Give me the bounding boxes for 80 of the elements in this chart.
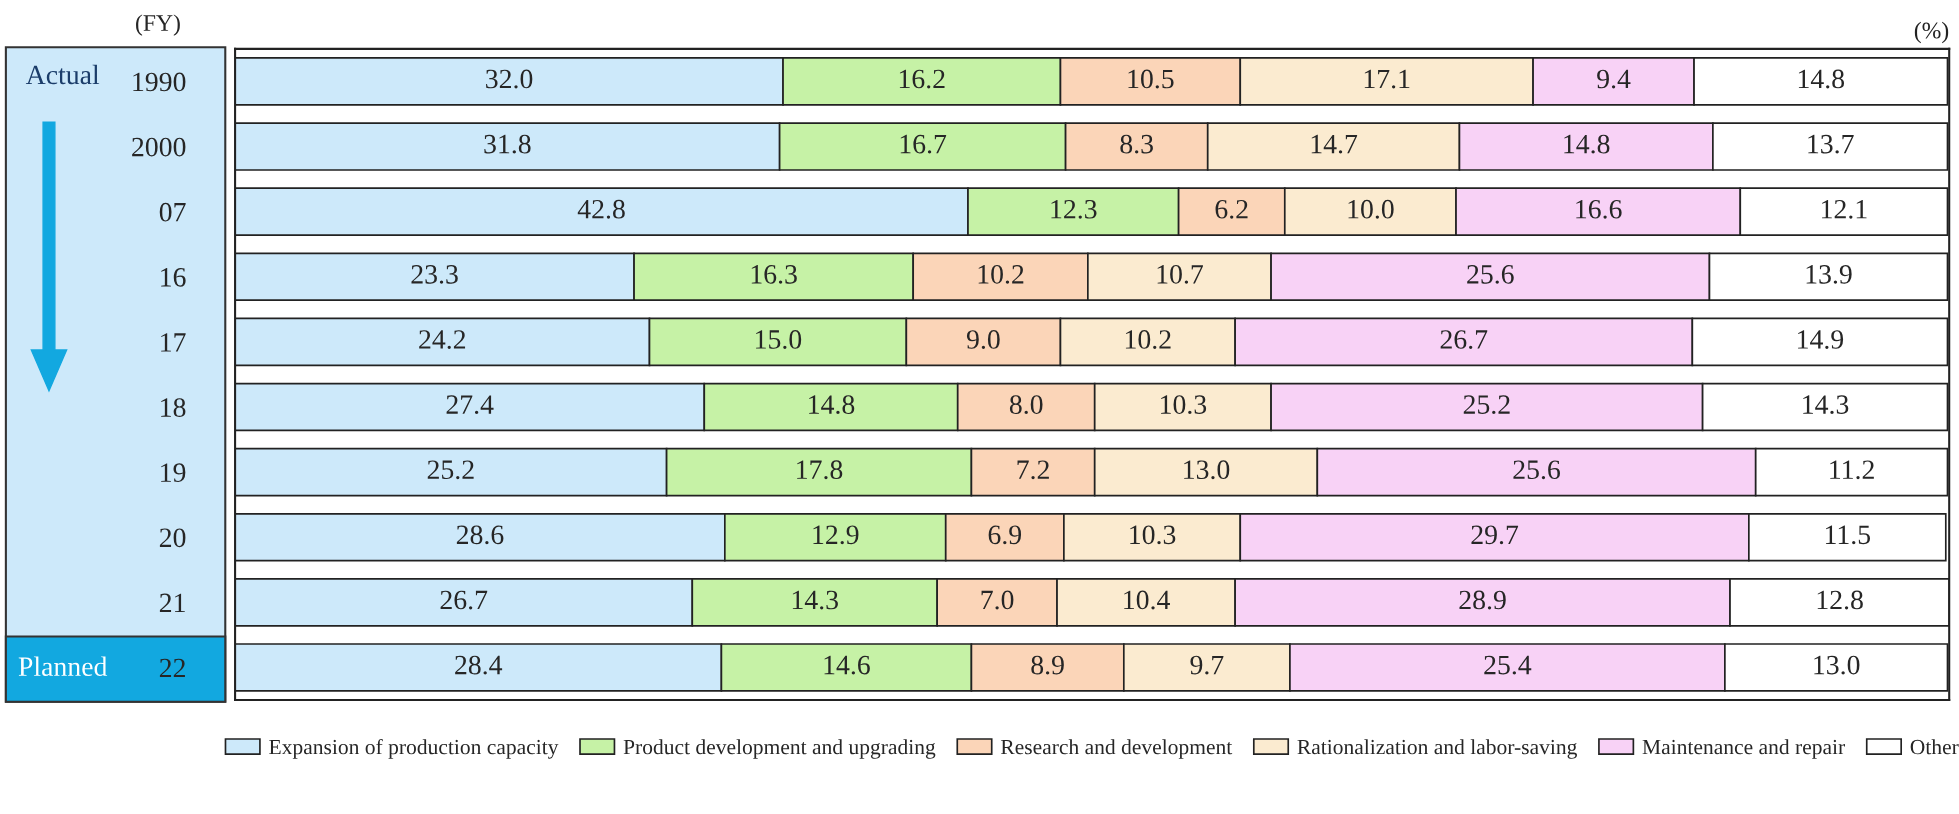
data-label: 16.2 — [899, 69, 945, 89]
data-label: 24.2 — [419, 330, 466, 349]
data-label: 9.4 — [1597, 69, 1631, 89]
y-tick-label: 17 — [161, 333, 186, 352]
data-label: 17.1 — [1364, 69, 1410, 89]
y-tick-label: 22 — [159, 658, 185, 678]
data-label: 28.4 — [455, 655, 503, 675]
text: Actual — [25, 64, 100, 85]
data-label: 15.0 — [756, 330, 802, 349]
legend-label: Expansion of production capacity — [269, 738, 559, 759]
data-label: 13.9 — [1806, 265, 1852, 284]
data-label: 14.9 — [1798, 330, 1844, 349]
data-label: 16.7 — [900, 134, 947, 154]
data-label: 10.0 — [1348, 199, 1394, 219]
data-label: 9.0 — [966, 330, 1000, 349]
data-label: 12.9 — [813, 525, 859, 545]
data-label: 11.5 — [1825, 525, 1871, 545]
data-label: 31.8 — [484, 134, 531, 154]
text: Planned — [18, 656, 108, 677]
data-label: 8.9 — [1031, 655, 1064, 675]
data-label: 25.4 — [1484, 655, 1532, 675]
data-label: 29.7 — [1471, 525, 1519, 545]
data-label: 25.2 — [427, 460, 474, 480]
data-label: 10.4 — [1124, 590, 1170, 610]
data-label: 10.7 — [1157, 264, 1203, 284]
data-label: 7.0 — [981, 590, 1014, 610]
text: (%) — [1914, 21, 1949, 44]
data-label: 9.7 — [1190, 655, 1224, 675]
data-label: 28.6 — [456, 525, 504, 545]
data-label: 16.3 — [751, 265, 797, 284]
data-label: 10.5 — [1128, 69, 1174, 89]
data-label: 11.2 — [1830, 460, 1874, 480]
legend-label: Rationalization and labor-saving — [1297, 739, 1577, 759]
data-label: 8.0 — [1009, 395, 1043, 415]
data-label: 28.9 — [1459, 590, 1506, 610]
data-label: 14.6 — [824, 655, 870, 675]
data-label: 10.2 — [978, 264, 1024, 284]
y-axis-title: (FY) — [136, 14, 180, 36]
y-tick-label: 2000 — [132, 137, 186, 157]
y-tick-label: 1990 — [133, 72, 186, 92]
data-label: 13.7 — [1808, 134, 1854, 154]
y-tick-label: 19 — [161, 463, 186, 483]
y-tick-label: 18 — [161, 398, 186, 417]
legend-label: Product development and upgrading — [623, 739, 936, 759]
data-label: 42.8 — [577, 199, 625, 219]
data-label: 10.3 — [1161, 395, 1207, 415]
legend-label: Other — [1910, 739, 1959, 755]
data-label: 16.6 — [1576, 199, 1622, 219]
data-label: 25.2 — [1463, 395, 1510, 415]
data-label: 12.8 — [1817, 590, 1863, 610]
data-label: 14.8 — [1798, 69, 1845, 89]
legend-label: Maintenance and repair — [1642, 739, 1846, 759]
data-label: 13.0 — [1184, 460, 1230, 480]
data-label: 12.1 — [1822, 199, 1867, 219]
data-label: 10.2 — [1125, 330, 1171, 349]
data-label: 14.7 — [1311, 134, 1358, 154]
data-label: 14.3 — [792, 590, 838, 610]
data-label: 14.3 — [1803, 395, 1849, 415]
y-tick-label: 07 — [159, 202, 186, 222]
data-label: 25.6 — [1513, 460, 1560, 480]
data-label: 10.3 — [1130, 525, 1176, 545]
data-label: 8.3 — [1120, 134, 1153, 154]
data-label: 7.2 — [1017, 460, 1049, 480]
y-tick-label: 21 — [159, 593, 185, 612]
y-tick-label: 20 — [159, 528, 186, 548]
data-label: 23.3 — [411, 265, 458, 284]
data-label: 25.6 — [1467, 265, 1514, 284]
data-label: 26.7 — [440, 590, 488, 610]
data-label: 14.8 — [809, 395, 855, 415]
data-label: 32.0 — [486, 69, 533, 89]
data-label: 12.3 — [1051, 199, 1097, 219]
data-label: 27.4 — [446, 395, 494, 415]
data-label: 6.2 — [1215, 199, 1248, 219]
data-label: 14.8 — [1564, 134, 1610, 154]
y-tick-label: 16 — [161, 268, 186, 287]
data-label: 13.0 — [1814, 655, 1860, 675]
data-label: 26.7 — [1440, 330, 1488, 349]
legend-label: Research and development — [1000, 739, 1233, 759]
data-label: 17.8 — [797, 460, 843, 480]
data-label: 6.9 — [988, 525, 1022, 545]
